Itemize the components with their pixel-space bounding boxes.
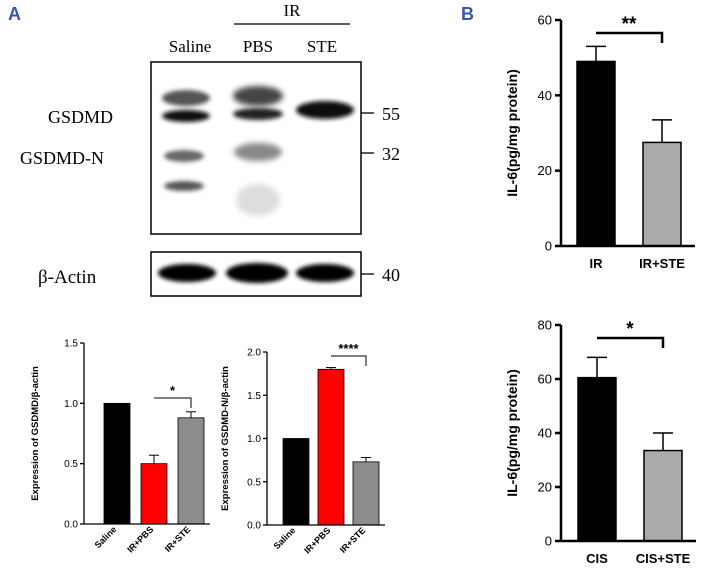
category-label-1: IR+STE [639, 256, 685, 271]
y-axis-label: IL-6(pg/mg protein) [504, 369, 520, 497]
category-label-0: Saline [93, 524, 119, 550]
category-label-0: Saline [272, 525, 298, 551]
actin-marker-label: 40 [382, 265, 400, 285]
y-tick-label-3: 1.5 [64, 339, 78, 350]
category-label-0: CIS [586, 551, 608, 566]
chart-il6-cis: CIS CIS+STE 0 20 40 60 80 IL-6(pg/mg protein) * [504, 318, 696, 566]
blot-group-header: IR [284, 1, 302, 20]
band-pbs-smear [236, 184, 280, 216]
significance-bracket [154, 397, 192, 408]
category-label-2: IR+STE [338, 525, 368, 555]
band-saline-upper [162, 90, 210, 106]
category-label-1: IR+PBS [125, 524, 155, 554]
actin-label: β-Actin [38, 267, 97, 288]
y-tick-label-1: 20 [538, 163, 552, 178]
chart-gsdmd-expression: Saline IR+PBS IR+STE 0.0 0.5 1.0 1.5 Expression… [30, 339, 210, 555]
significance-label: **** [338, 341, 359, 356]
y-tick-label-0: 0 [545, 239, 552, 254]
band-pbs-upper [233, 86, 283, 106]
y-tick-label-3: 60 [538, 13, 552, 28]
panel-label-a: A [8, 4, 21, 24]
y-tick-label-1: 0.5 [247, 477, 261, 488]
band-ste-gsdmd [296, 101, 354, 119]
y-tick-label-1: 0.5 [64, 459, 78, 470]
chart-il6-ir: IR IR+STE 0 20 40 60 IL-6(pg/mg protein) ** [504, 13, 695, 271]
category-label-0: IR [590, 256, 604, 271]
bar-0 [576, 60, 616, 247]
bar-0 [577, 376, 617, 542]
marker-label-55: 55 [382, 104, 400, 124]
y-tick-label-2: 1.0 [247, 434, 261, 445]
band-pbs-gsdmd [233, 108, 283, 120]
significance-label: ** [622, 14, 637, 35]
chart-gsdmd-n-expression: Saline IR+PBS IR+STE 0.0 0.5 1.0 1.5 2.0 Express… [220, 341, 385, 556]
lane-label-ste: STE [307, 37, 337, 56]
western-blot: IR Saline PBS STE GSDMD GSDMD-N 55 32 [20, 1, 400, 297]
y-axis-label: IL-6(pg/mg protein) [504, 69, 520, 197]
significance-bracket [597, 336, 665, 348]
marker-label-32: 32 [382, 144, 400, 164]
actin-band-saline [158, 264, 216, 282]
bar-1 [140, 463, 168, 525]
y-tick-label-0: 0 [545, 534, 552, 549]
bar-0 [282, 438, 310, 526]
actin-band-ste [296, 264, 354, 282]
y-tick-label-0: 0.0 [247, 521, 261, 532]
y-tick-label-2: 1.0 [64, 399, 78, 410]
significance-bracket [596, 31, 664, 43]
bar-0 [103, 402, 131, 525]
bar-1 [643, 449, 683, 542]
y-axis-label: Expression of GSDMD/β-actin [30, 366, 41, 501]
category-label-1: CIS+STE [636, 551, 691, 566]
significance-bracket [331, 355, 367, 366]
band-saline-gsdmd [162, 110, 210, 122]
bar-2 [177, 417, 205, 525]
band-saline-low [164, 181, 204, 191]
actin-band-pbs [226, 263, 288, 283]
lane-label-pbs: PBS [243, 37, 273, 56]
band-saline-mid [164, 150, 204, 162]
y-tick-label-3: 60 [538, 372, 552, 387]
bar-1 [317, 368, 345, 526]
y-tick-label-2: 40 [538, 88, 552, 103]
y-tick-label-3: 1.5 [247, 391, 261, 402]
blot-bands [162, 86, 354, 216]
panel-label-b: B [461, 4, 474, 24]
bar-1 [642, 141, 682, 247]
y-tick-label-2: 40 [538, 426, 552, 441]
y-tick-label-4: 2.0 [247, 348, 261, 359]
category-label-2: IR+STE [163, 524, 193, 554]
significance-label: * [170, 383, 176, 398]
band-label-gsdmd: GSDMD [48, 107, 113, 127]
y-axis-label: Expression of GSDMD-N/β-actin [220, 366, 231, 511]
y-tick-label-4: 80 [538, 318, 552, 333]
y-tick-label-0: 0.0 [64, 520, 78, 531]
y-tick-label-1: 20 [538, 480, 552, 495]
category-label-1: IR+PBS [302, 525, 332, 555]
band-pbs-gsdmd-n [234, 143, 282, 161]
bar-2 [352, 461, 380, 526]
band-label-gsdmd-n: GSDMD-N [20, 148, 104, 168]
actin-bands [158, 263, 354, 283]
lane-label-saline: Saline [169, 37, 212, 56]
significance-label: * [626, 319, 634, 340]
